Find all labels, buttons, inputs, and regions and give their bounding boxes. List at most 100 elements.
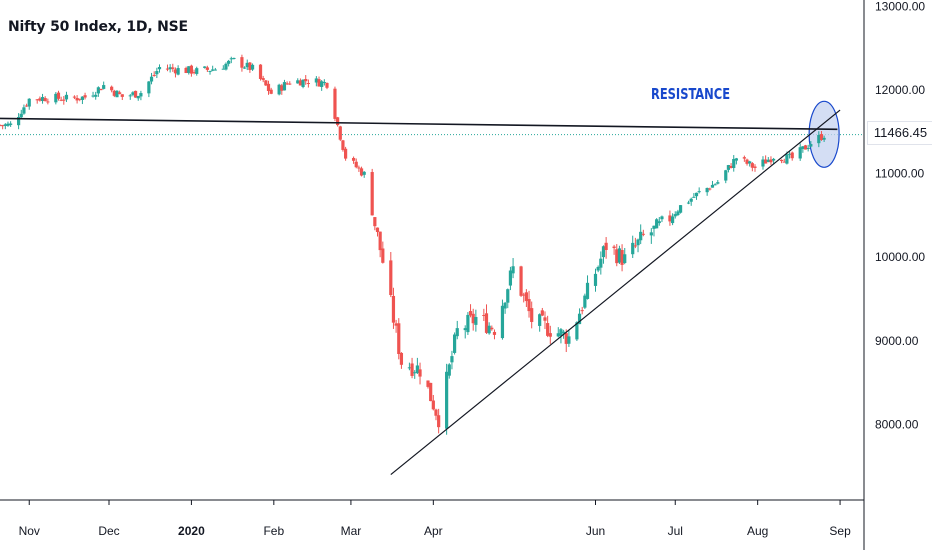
candle (306, 79, 310, 88)
candle (596, 265, 600, 273)
candle (415, 357, 419, 374)
candle (375, 227, 380, 237)
candle (450, 350, 454, 370)
candle (716, 180, 720, 185)
candle (75, 95, 79, 104)
candle (325, 82, 329, 90)
candle (208, 70, 212, 75)
candle (54, 92, 58, 105)
candle (362, 171, 366, 178)
candle (203, 66, 207, 69)
candle (742, 155, 746, 162)
candle (599, 251, 603, 275)
candle (56, 90, 61, 101)
candle (333, 86, 337, 122)
candle (593, 268, 598, 292)
candle (787, 150, 792, 159)
candle (620, 244, 624, 272)
candle (72, 95, 77, 100)
candle (511, 258, 515, 279)
candle (391, 287, 396, 329)
candle (522, 292, 526, 303)
candle (503, 301, 507, 314)
candle (112, 89, 116, 98)
candle (660, 215, 664, 223)
candle (102, 81, 106, 90)
candle (22, 104, 26, 115)
y-tick-label: 13000.00 (875, 0, 925, 13)
candle (748, 160, 752, 167)
candle (676, 209, 680, 217)
x-tick-label: Mar (341, 524, 362, 538)
candle (165, 64, 170, 72)
candle (389, 252, 393, 298)
x-tick-label: Jun (586, 524, 605, 538)
candle (697, 187, 701, 194)
candle (187, 66, 191, 75)
candle (336, 116, 340, 127)
candle (639, 224, 643, 245)
candle (128, 93, 132, 100)
candle (519, 265, 523, 297)
candle (710, 180, 715, 188)
candle (822, 135, 826, 142)
candle (46, 98, 50, 105)
candle (809, 140, 813, 148)
breakout-circle[interactable] (808, 100, 840, 168)
candle (655, 218, 659, 229)
candle (40, 93, 45, 104)
candle (779, 159, 784, 164)
candle (298, 78, 303, 86)
candle (426, 380, 430, 389)
candle (221, 65, 225, 70)
candle (631, 235, 635, 258)
candle (264, 80, 268, 86)
candle (764, 155, 768, 164)
candle (399, 352, 404, 369)
candle (9, 121, 13, 127)
candle (806, 144, 810, 152)
candle (726, 164, 731, 173)
candle (261, 75, 265, 83)
candle (17, 113, 21, 130)
candle (538, 313, 542, 332)
chart-title: Nifty 50 Index, 1D, NSE (8, 19, 188, 35)
candle (99, 88, 103, 91)
candle (232, 57, 236, 60)
candle (761, 156, 765, 170)
candle (708, 187, 712, 191)
resistance-label: RESISTANCE (651, 85, 731, 103)
support-trendline[interactable] (390, 109, 841, 476)
candle (782, 158, 786, 163)
candle (678, 204, 683, 214)
candle (136, 95, 140, 101)
candle (381, 241, 385, 264)
candle (195, 66, 199, 76)
candle (713, 183, 717, 186)
candle (482, 308, 486, 321)
candle (322, 79, 326, 86)
candle (171, 63, 175, 72)
candle (601, 245, 606, 264)
candle (615, 244, 619, 267)
candle (530, 301, 534, 329)
last-price-label: 11466.45 (867, 121, 932, 145)
candle (394, 319, 398, 333)
candle (673, 211, 677, 219)
candle (564, 329, 568, 353)
candle (734, 157, 738, 165)
candle (492, 329, 497, 340)
resistance-line[interactable] (0, 117, 838, 131)
candle (314, 76, 318, 87)
candle (418, 362, 422, 385)
candle (131, 91, 135, 97)
candle (213, 67, 217, 71)
candle (506, 288, 510, 309)
candle (466, 312, 470, 335)
candle (285, 81, 289, 85)
x-tick-label: Sep (829, 524, 851, 538)
candle (410, 357, 414, 379)
candle (133, 90, 138, 98)
candle (3, 123, 7, 130)
